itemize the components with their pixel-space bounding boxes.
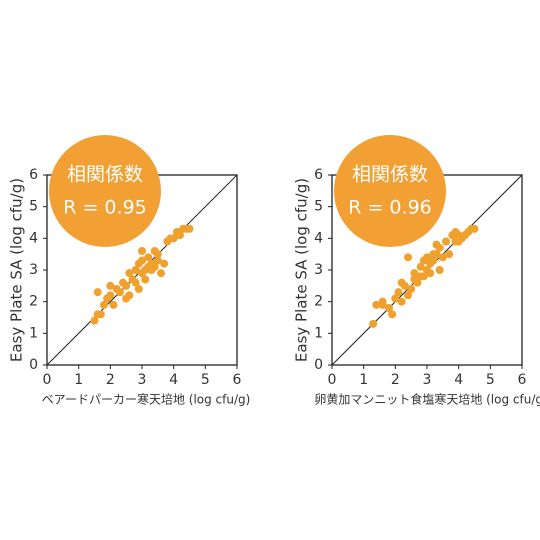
data-point — [432, 240, 441, 249]
data-point — [100, 300, 108, 309]
data-point — [138, 256, 146, 265]
data-point — [470, 224, 479, 233]
x-tick-label: 2 — [106, 372, 115, 388]
data-point — [90, 316, 99, 325]
data-point — [423, 253, 431, 262]
x-tick-label: 4 — [454, 372, 463, 388]
annotation-badge — [334, 135, 446, 247]
x-tick-label: 1 — [74, 372, 83, 388]
annotation-text: R = 0.95 — [63, 197, 147, 219]
data-point — [404, 291, 412, 300]
x-tick-label: 6 — [518, 372, 527, 388]
data-point — [160, 259, 169, 268]
y-tick-label: 4 — [314, 230, 323, 246]
data-point — [141, 275, 150, 284]
data-point — [435, 266, 444, 274]
x-tick-label: 2 — [391, 372, 400, 388]
data-point — [451, 228, 460, 236]
x-tick-label: 3 — [138, 372, 147, 388]
data-point — [372, 300, 381, 309]
data-point — [176, 231, 184, 240]
y-tick-label: 0 — [314, 357, 323, 373]
y-tick-label: 3 — [314, 262, 323, 278]
data-point — [410, 269, 419, 278]
x-tick-label: 1 — [359, 372, 368, 388]
chart: 0 1 2 3 4 5 6 0 1 2 3 4 5 6 ベアードパーカー寒天培地 (log cfu/g) Ea… — [8, 135, 251, 407]
y-tick-label: 4 — [29, 230, 38, 246]
data-point — [122, 281, 131, 290]
y-tick-label: 5 — [314, 199, 323, 215]
data-point — [378, 297, 387, 306]
data-point — [442, 237, 450, 246]
x-tick-label: 6 — [233, 372, 242, 388]
data-point — [106, 291, 115, 300]
data-point — [125, 291, 134, 300]
data-point — [134, 285, 143, 293]
data-point — [438, 253, 447, 262]
x-tick-label: 0 — [43, 372, 52, 388]
x-axis-label: ベアードパーカー寒天培地 (log cfu/g) — [42, 392, 251, 407]
annotation-title: 相関係数 — [67, 164, 143, 186]
data-point — [185, 224, 194, 233]
data-point — [391, 294, 400, 303]
x-axis-label: 卵黄加マンニット食塩寒天培地 (log cfu/g) — [314, 392, 540, 407]
data-point — [432, 250, 441, 259]
data-point — [416, 272, 425, 281]
annotation-badge — [49, 135, 161, 247]
y-tick-label: 6 — [29, 167, 38, 183]
y-axis-label: Easy Plate SA (log cfu/g) — [293, 178, 311, 362]
annotation-title: 相関係数 — [352, 164, 428, 186]
data-point — [106, 281, 115, 290]
y-tick-label: 2 — [29, 294, 38, 310]
data-point — [93, 288, 102, 297]
y-tick-label: 3 — [29, 262, 38, 278]
y-tick-label: 6 — [314, 167, 323, 183]
x-tick-label: 0 — [328, 372, 337, 388]
data-point — [369, 319, 378, 328]
data-point — [445, 250, 454, 259]
data-point — [144, 253, 153, 262]
data-point — [157, 269, 165, 278]
data-point — [115, 288, 124, 297]
y-tick-label: 1 — [29, 325, 38, 341]
y-tick-label: 0 — [29, 357, 38, 373]
y-tick-label: 2 — [314, 294, 323, 310]
y-axis-label: Easy Plate SA (log cfu/g) — [8, 178, 26, 362]
x-tick-label: 4 — [169, 372, 178, 388]
data-point — [385, 304, 393, 312]
x-tick-label: 5 — [486, 372, 495, 388]
data-point — [169, 234, 178, 243]
x-tick-label: 5 — [201, 372, 210, 388]
data-point — [125, 269, 134, 278]
data-point — [394, 288, 403, 297]
data-point — [429, 256, 438, 265]
data-point — [150, 262, 159, 271]
data-point — [397, 297, 406, 306]
x-tick-label: 3 — [423, 372, 432, 388]
data-point — [407, 285, 416, 293]
annotation-text: R = 0.96 — [348, 197, 432, 219]
data-point — [138, 247, 146, 255]
data-point — [413, 278, 422, 287]
data-point — [416, 262, 425, 271]
data-point — [397, 278, 406, 287]
data-point — [109, 300, 118, 309]
data-point — [93, 310, 102, 319]
data-point — [131, 278, 140, 287]
data-point — [153, 256, 162, 265]
data-point — [404, 253, 412, 262]
y-tick-label: 1 — [314, 325, 323, 341]
data-point — [388, 310, 397, 319]
data-point — [426, 269, 435, 278]
chart: 0 1 2 3 4 5 6 0 1 2 3 4 5 6 卵黄加マンニット食塩寒天培地 (log cfu/g)… — [293, 135, 540, 407]
data-point — [153, 250, 162, 259]
data-point — [131, 266, 140, 274]
y-tick-label: 5 — [29, 199, 38, 215]
